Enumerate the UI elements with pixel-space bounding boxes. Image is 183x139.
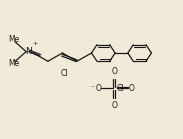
Text: Cl: Cl [116, 84, 124, 93]
Text: O: O [111, 67, 117, 76]
Text: ⁻: ⁻ [90, 84, 94, 93]
Text: +: + [32, 41, 38, 46]
Text: N: N [25, 47, 32, 56]
Text: Me: Me [8, 35, 19, 44]
Text: O: O [111, 101, 117, 110]
Text: O: O [96, 84, 102, 93]
Text: O: O [129, 84, 135, 93]
Text: Me: Me [8, 59, 19, 69]
Text: Cl: Cl [61, 70, 68, 79]
